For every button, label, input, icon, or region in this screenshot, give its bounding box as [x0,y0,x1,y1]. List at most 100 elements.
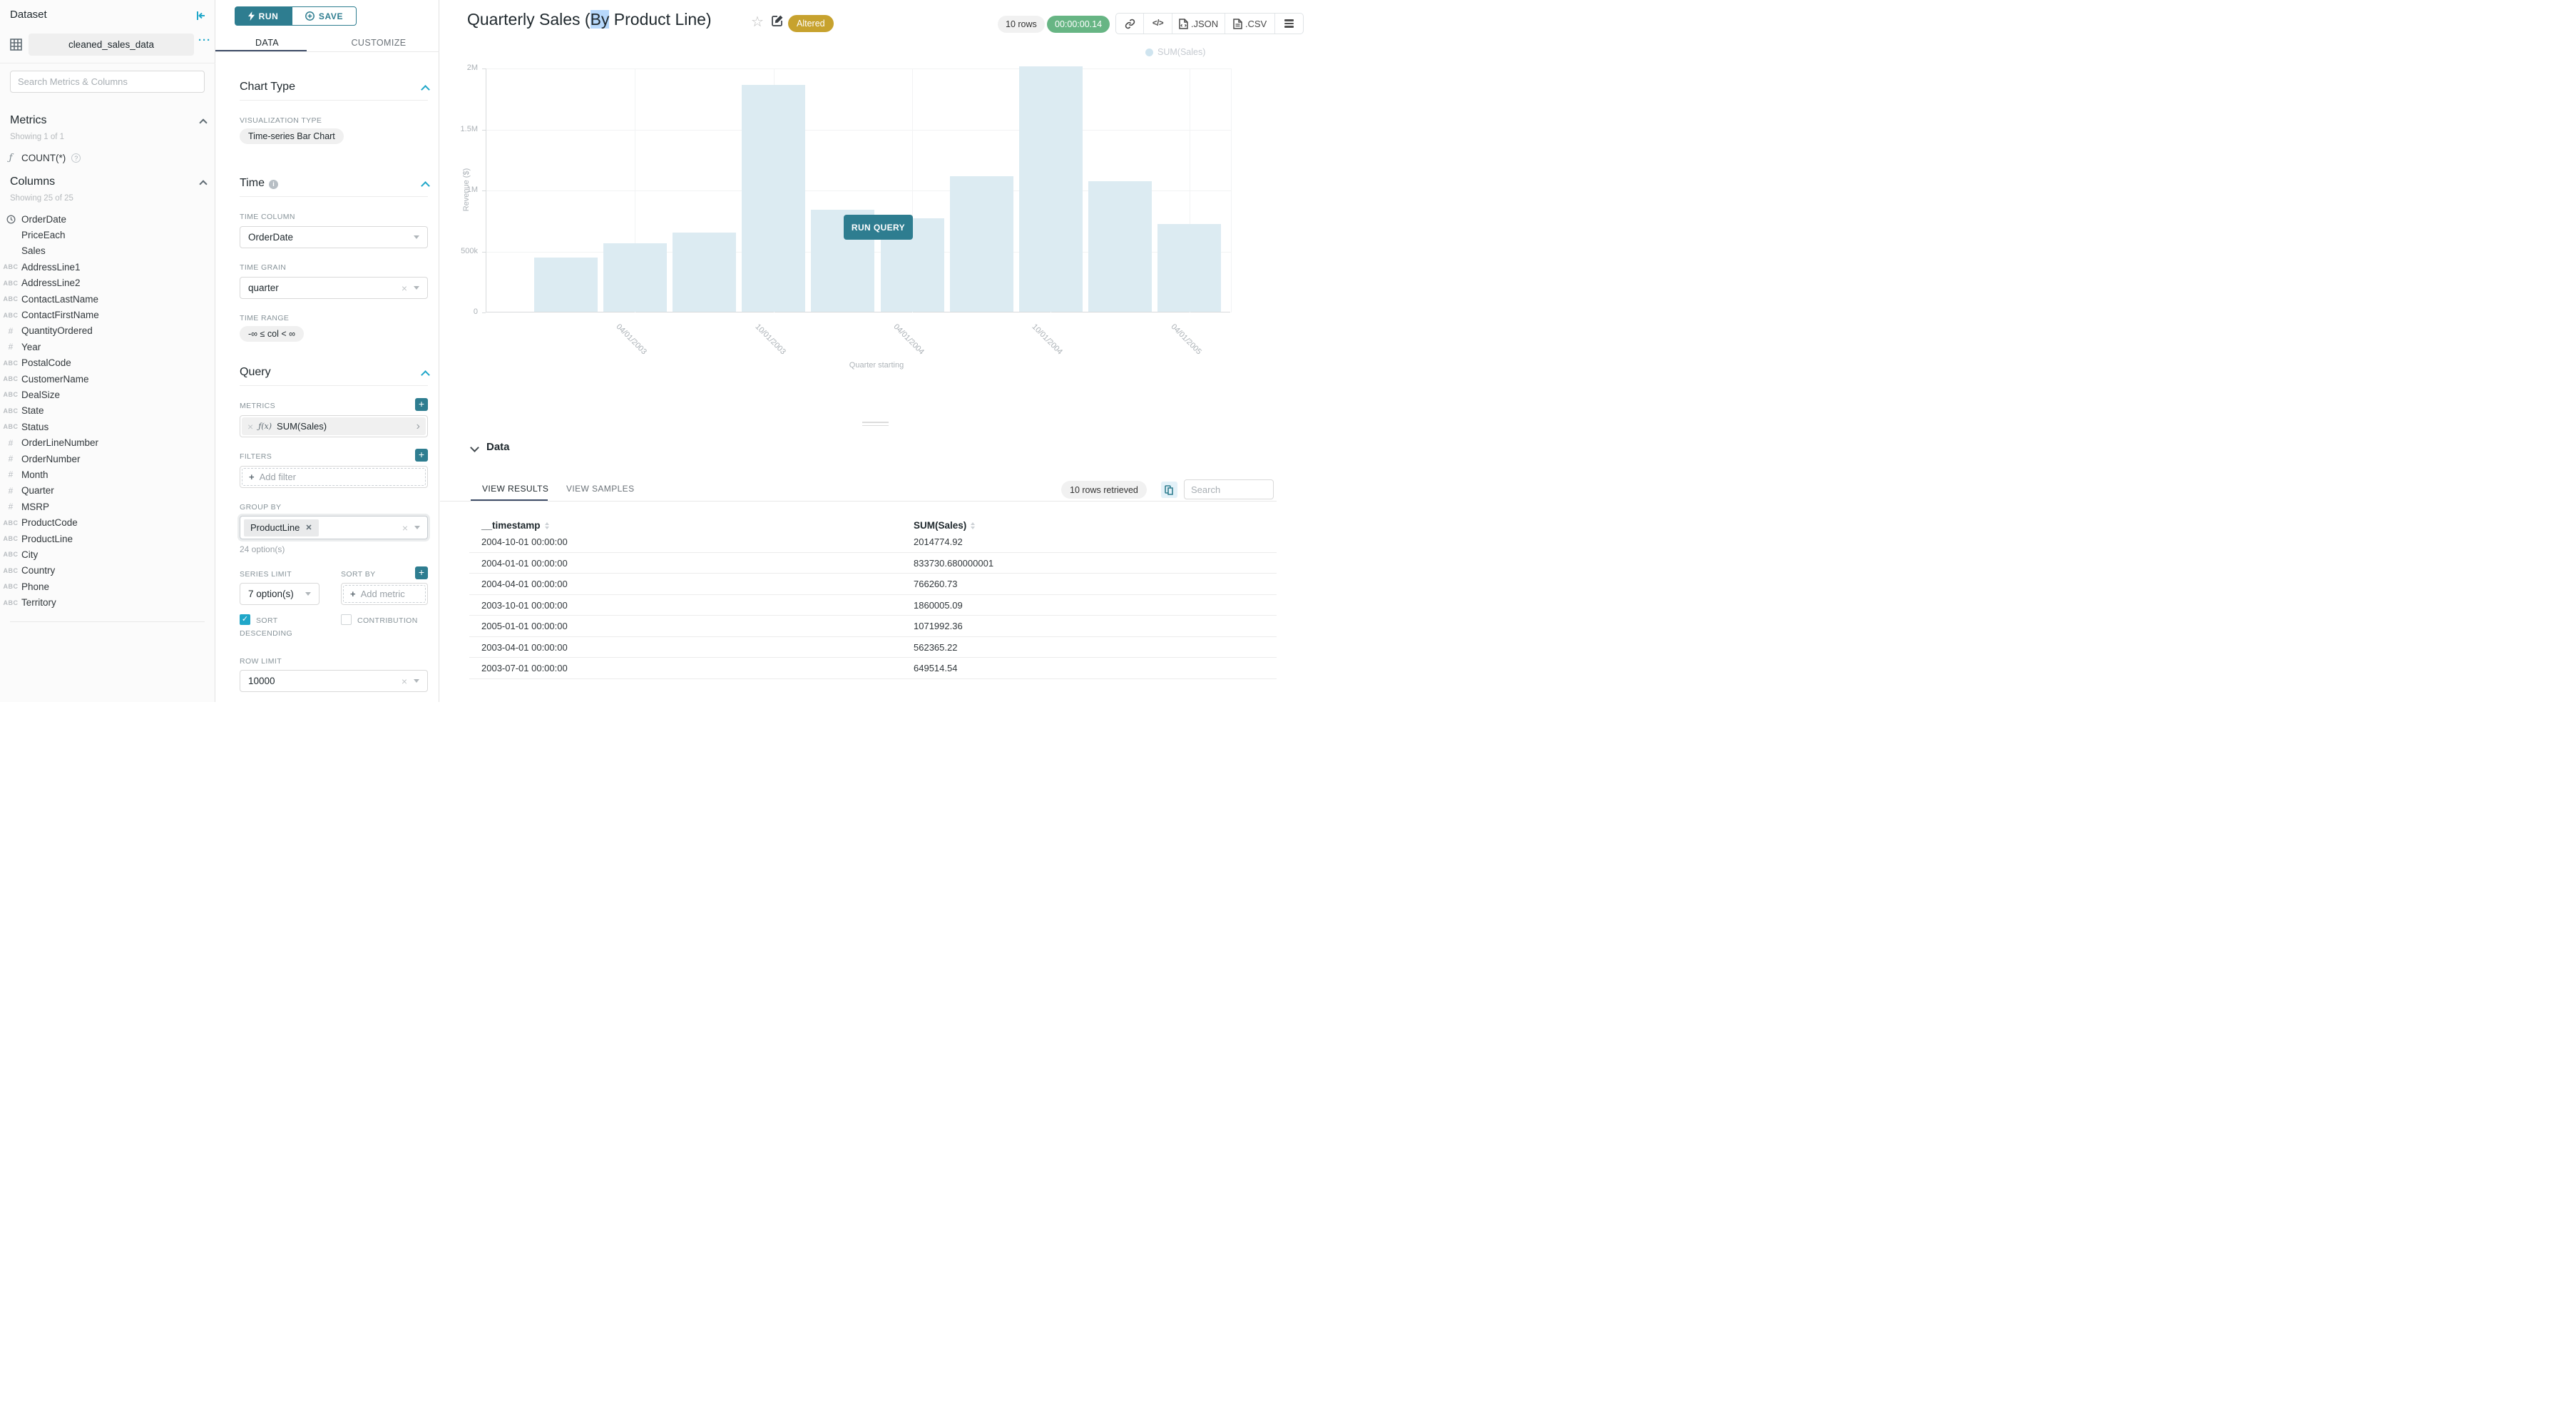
tab-view-results[interactable]: VIEW RESULTS [482,484,549,494]
bar-2003-10-01[interactable] [742,84,806,312]
add-filter-plus-button[interactable]: + [415,449,428,462]
group-by-chip[interactable]: ProductLine ✕ [244,519,319,536]
metric-chip[interactable]: × ƒ(x) SUM(Sales) › [242,417,426,435]
chart-type-collapse-icon[interactable] [421,85,430,94]
remove-chip-icon[interactable]: ✕ [305,524,312,532]
dataset-panel-title: Dataset [10,9,47,21]
collapse-panel-icon[interactable] [194,9,207,22]
bar-2003-04-01[interactable] [603,243,667,312]
bar-2005-01-01[interactable] [1088,180,1152,312]
tab-data[interactable]: DATA [255,38,280,48]
viz-type-value[interactable]: Time-series Bar Chart [240,128,344,144]
column-item[interactable]: ABC Phone [0,579,215,594]
group-by-select[interactable]: ProductLine ✕ × [240,516,428,539]
metrics-collapse-icon[interactable] [199,118,208,127]
query-section-title: Query [240,366,271,378]
column-item[interactable]: ABC DealSize [0,387,215,402]
add-filter-button[interactable]: + Add filter [242,468,426,486]
run-button[interactable]: RUN [235,6,292,26]
column-item[interactable]: ABC CustomerName [0,371,215,387]
edit-title-icon[interactable] [772,14,784,26]
clear-icon[interactable]: × [401,675,407,687]
altered-badge[interactable]: Altered [788,15,834,32]
columns-collapse-icon[interactable] [199,180,208,188]
column-item[interactable]: # QuantityOrdered [0,323,215,339]
column-item[interactable]: ABC AddressLine2 [0,275,215,291]
column-item[interactable]: ABC Territory [0,594,215,610]
dataset-more-icon[interactable]: ··· [198,34,211,46]
export-csv-button[interactable]: .CSV [1225,14,1274,34]
open-metric-icon[interactable]: › [416,419,420,432]
column-header-sum-sales[interactable]: SUM(Sales) [914,520,976,531]
time-range-value[interactable]: -∞ ≤ col < ∞ [240,326,305,342]
contribution-checkbox[interactable] [341,614,352,625]
export-json-button[interactable]: .JSON [1172,14,1225,34]
column-item[interactable]: ABC ContactLastName [0,291,215,307]
chart-title[interactable]: Quarterly Sales (By Product Line) [467,10,712,29]
bar-2003-01-01[interactable] [533,257,598,312]
y-axis-tick-label: 0 [473,307,478,316]
column-item[interactable]: Sales [0,243,215,259]
bolt-icon [247,11,255,21]
time-grain-select[interactable]: quarter × [240,277,428,299]
column-header-timestamp[interactable]: __timestamp [481,520,549,531]
copy-data-button[interactable] [1161,482,1177,498]
add-sort-metric-button[interactable]: + Add metric [343,585,426,603]
function-icon: ƒ [9,152,13,163]
column-item[interactable]: ABC ContactFirstName [0,307,215,322]
series-limit-select[interactable]: 7 option(s) [240,583,320,605]
run-query-button[interactable]: RUN QUERY [844,215,913,240]
remove-metric-icon[interactable]: × [247,420,254,432]
table-search-input[interactable] [1184,479,1274,499]
data-section-title[interactable]: Data [486,441,510,453]
time-column-select[interactable]: OrderDate [240,226,428,248]
query-collapse-icon[interactable] [421,370,430,380]
number-type-icon: # [8,502,14,512]
save-button[interactable]: SAVE [292,6,357,26]
bar-2003-07-01[interactable] [672,232,736,312]
bar-2004-10-01[interactable] [1018,66,1083,312]
metric-item[interactable]: ƒ COUNT(*) ? [0,150,215,166]
column-item[interactable]: ABC AddressLine1 [0,259,215,275]
bar-2004-07-01[interactable] [949,176,1013,312]
column-item[interactable]: ABC City [0,546,215,562]
search-metrics-columns-input[interactable] [10,71,205,93]
panel-resize-handle[interactable] [862,422,889,429]
row-limit-select[interactable]: 10000 × [240,670,428,692]
column-item[interactable]: PriceEach [0,227,215,243]
dataset-name[interactable]: cleaned_sales_data [29,34,194,56]
column-item[interactable]: ABC PostalCode [0,355,215,371]
tab-view-samples[interactable]: VIEW SAMPLES [566,484,635,494]
column-item[interactable]: # Month [0,467,215,482]
column-item[interactable]: # Quarter [0,483,215,499]
column-item[interactable]: # OrderNumber [0,451,215,467]
time-collapse-icon[interactable] [421,181,430,190]
y-axis-tick-label: 500k [461,246,478,255]
column-item[interactable]: ABC State [0,403,215,419]
column-item[interactable]: ABC ProductLine [0,531,215,546]
column-item[interactable]: # OrderLineNumber [0,434,215,450]
column-item[interactable]: ABC ProductCode [0,514,215,530]
legend-item[interactable]: SUM(Sales) [1145,47,1205,57]
sort-descending-label-line2: DESCENDING [240,629,293,638]
favorite-star-icon[interactable]: ☆ [751,14,764,30]
column-item[interactable]: # MSRP [0,499,215,514]
clear-icon[interactable]: × [401,282,407,294]
sort-descending-checkbox[interactable]: ✓ [240,614,250,625]
copy-link-button[interactable] [1116,14,1143,34]
text-type-icon: ABC [3,519,19,526]
tab-customize[interactable]: CUSTOMIZE [351,38,407,48]
bar-2005-04-01[interactable] [1157,223,1222,312]
embed-code-button[interactable]: </> [1143,14,1172,34]
add-sort-metric-plus-button[interactable]: + [415,566,428,579]
column-item[interactable]: OrderDate [0,211,215,227]
add-metric-plus-button[interactable]: + [415,398,428,411]
column-item[interactable]: ABC Country [0,563,215,579]
data-collapse-icon[interactable] [470,443,479,452]
column-item[interactable]: # Year [0,339,215,355]
chart-menu-button[interactable] [1274,14,1303,34]
column-item-label: Month [21,469,48,480]
column-item[interactable]: ABC Status [0,419,215,434]
table-row: 2003-04-01 00:00:00 562365.22 [469,637,1277,658]
clear-icon[interactable]: × [402,522,408,534]
